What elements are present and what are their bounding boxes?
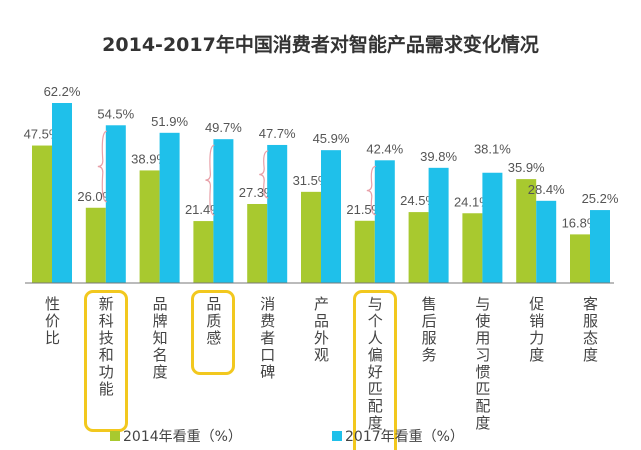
brace [259, 150, 269, 199]
data-label: 62.2% [44, 84, 81, 99]
data-label: 49.7% [205, 120, 242, 135]
category-label: 性价比 [43, 296, 61, 347]
highlight-box [352, 290, 397, 450]
bar-2014 [301, 191, 321, 283]
brace [205, 144, 215, 216]
legend-label-2014: 2014年看重（%） [123, 429, 242, 445]
bar-2017 [52, 103, 72, 283]
bar-2017 [267, 144, 288, 283]
data-label: 24.1% [454, 194, 491, 209]
bar-2017 [374, 160, 395, 283]
highlight-box [83, 290, 128, 432]
bar-2017 [213, 139, 234, 283]
bar-2014 [32, 145, 52, 283]
data-label: 51.9% [151, 114, 188, 129]
category-label: 新科技和功能 [96, 296, 115, 398]
category-label: 客服态度 [581, 296, 599, 364]
bar-2014 [570, 234, 590, 283]
category-label: 消费者口碑 [258, 296, 277, 381]
category-label: 品质感 [204, 296, 223, 347]
data-label: 38.1% [474, 142, 511, 157]
category-label: 售后服务 [419, 296, 438, 364]
bar-2014 [85, 207, 106, 283]
brace [366, 165, 376, 216]
bar-2014 [408, 212, 429, 283]
data-label: 16.8% [562, 215, 599, 230]
data-label: 35.9% [508, 160, 545, 175]
bar-2017 [590, 210, 610, 283]
bar-2017 [159, 132, 180, 283]
data-label: 21.4% [185, 202, 222, 217]
category-label: 促销力度 [527, 296, 546, 364]
bar-2017 [428, 167, 449, 283]
legend-item-2017: 2017年看重（%） [332, 426, 464, 446]
bar-2014 [139, 170, 160, 283]
bar-2017 [482, 172, 503, 283]
data-label: 21.5% [346, 202, 383, 217]
legend-swatch-2017 [332, 431, 342, 441]
category-label: 与使用习惯匹配度 [473, 296, 492, 432]
chart-title: 2014-2017年中国消费者对智能产品需求变化情况 [102, 34, 539, 56]
bar-2014 [516, 179, 537, 283]
bar-2014 [193, 221, 214, 283]
category-label: 产品外观 [312, 296, 330, 364]
data-label: 27.3% [239, 185, 276, 200]
legend-item-2014: 2014年看重（%） [110, 426, 242, 446]
bar-2014 [462, 213, 483, 283]
bar-2017 [536, 200, 557, 283]
data-label: 39.8% [420, 149, 457, 164]
bar-2014 [354, 220, 375, 283]
data-label: 42.4% [366, 141, 403, 156]
data-label: 24.5% [400, 193, 437, 208]
legend-swatch-2014 [110, 431, 120, 441]
data-label: 47.5% [24, 127, 61, 142]
data-label: 54.5% [97, 106, 134, 121]
bar-2017 [105, 125, 126, 283]
brace [97, 130, 107, 203]
bar-2014 [247, 203, 268, 283]
category-label: 与个人偏好匹配度 [365, 296, 384, 432]
data-label: 47.7% [259, 126, 296, 141]
legend-label-2017: 2017年看重（%） [345, 429, 464, 445]
data-label: 31.5% [293, 173, 330, 188]
category-label: 品牌知名度 [150, 296, 169, 381]
data-label: 26.0% [77, 189, 114, 204]
bar-2017 [321, 150, 341, 283]
data-label: 25.2% [582, 191, 619, 206]
data-label: 28.4% [528, 182, 565, 197]
data-label: 38.9% [131, 151, 168, 166]
highlight-box [191, 290, 236, 375]
data-label: 45.9% [313, 131, 350, 146]
